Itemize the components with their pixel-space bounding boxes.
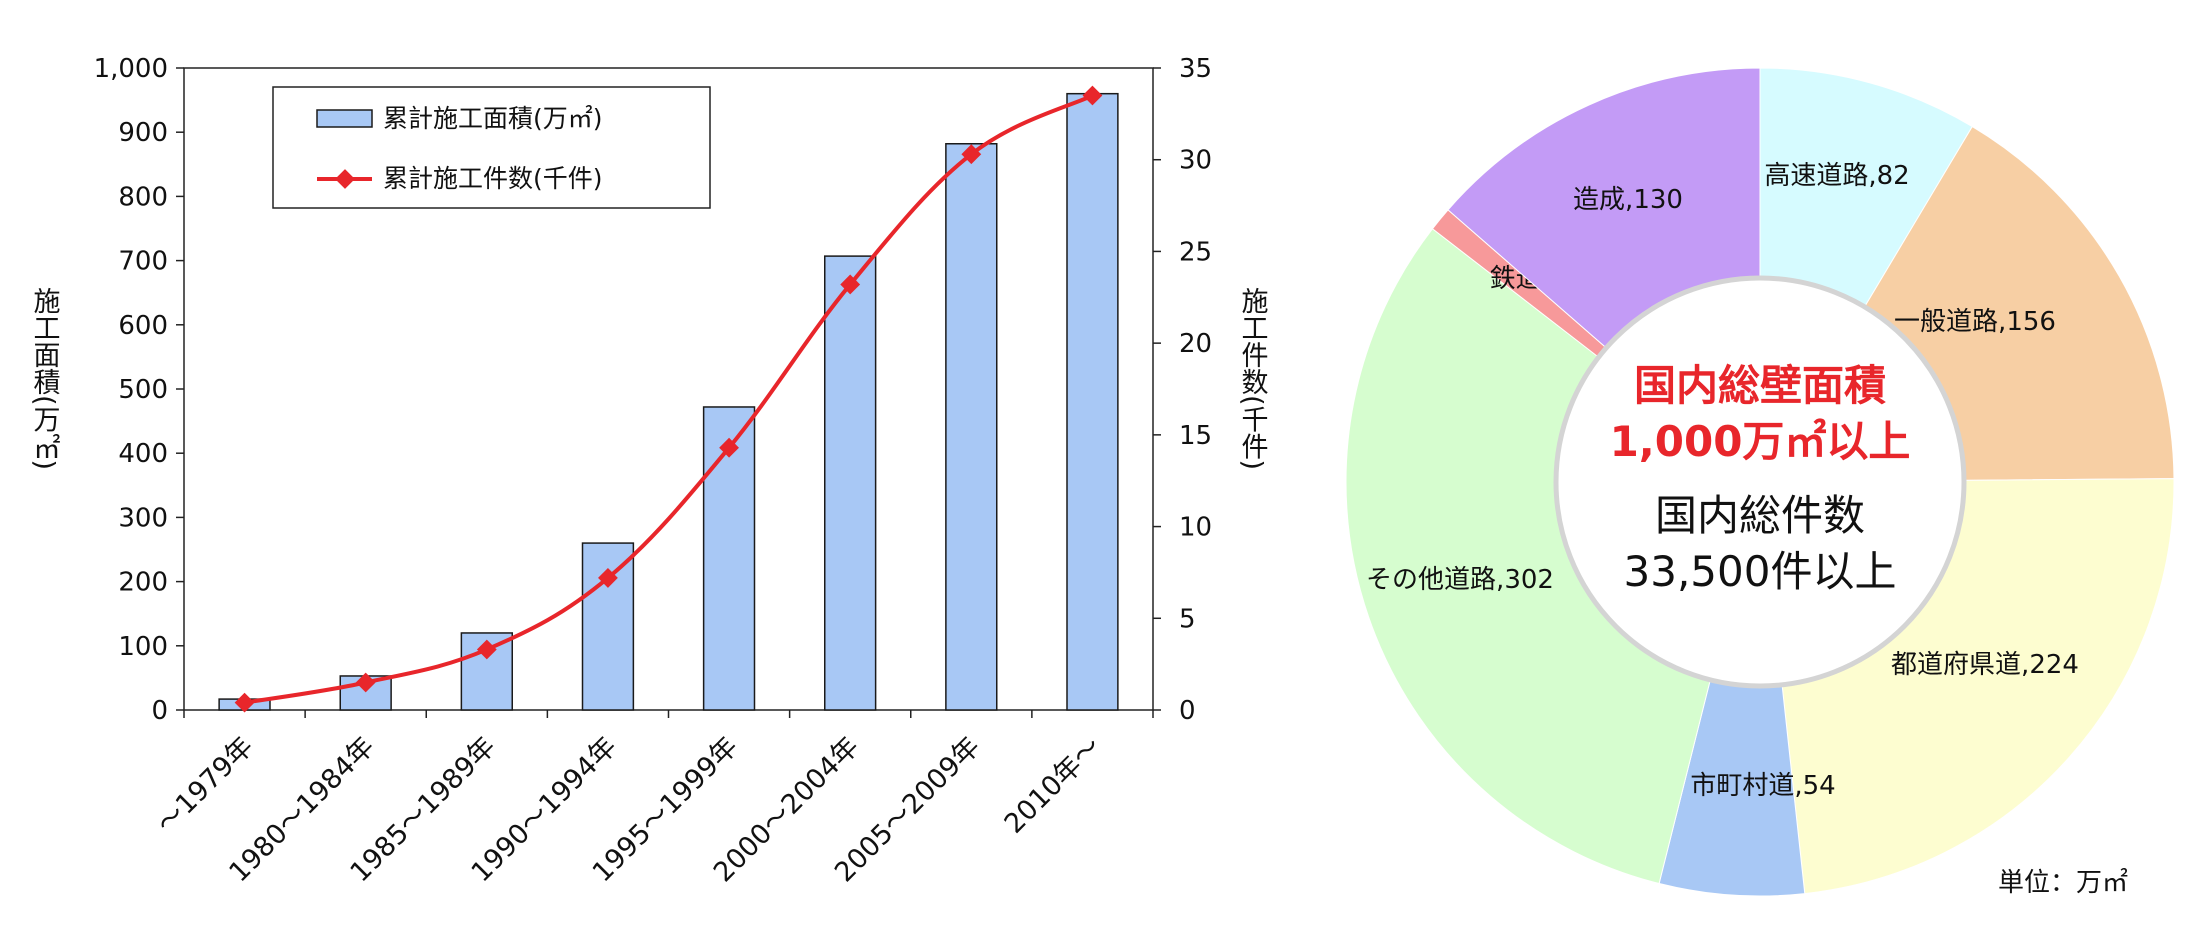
y-right-tick-label: 5 xyxy=(1179,604,1196,634)
slice-label-name: 都道府県道 xyxy=(1891,650,2021,680)
slice-label: 都道府県道,224 xyxy=(1891,650,2079,680)
y-left-tick-label: 100 xyxy=(118,632,168,662)
y-right-tick-label: 15 xyxy=(1179,421,1212,451)
line-marker xyxy=(719,437,739,458)
series-line xyxy=(244,93,1094,705)
bar xyxy=(945,143,998,711)
y-left-axis-title: 施工面積(万㎡) xyxy=(29,287,61,470)
slice-label: 市町村道,54 xyxy=(1690,771,1835,801)
donut-hole xyxy=(1553,275,1967,689)
y-left-tick-label: 900 xyxy=(118,118,168,148)
bar xyxy=(824,255,877,711)
x-tick-label: 2010年～ xyxy=(999,731,1108,840)
line-marker xyxy=(840,274,861,295)
y-right-tick-label: 35 xyxy=(1179,54,1212,84)
legend: 累計施工面積(万㎡) 累計施工件数(千件) xyxy=(272,86,711,209)
y-left-tick-label: 400 xyxy=(118,439,168,469)
slice-label-sep: , xyxy=(1625,185,1633,215)
x-tick-label: ～1979年 xyxy=(151,731,260,840)
slice-label-value: 54 xyxy=(1803,771,1836,801)
donut: 高速道路,82一般道路,156都道府県道,224市町村道,54その他道路,302… xyxy=(1345,67,2175,897)
slice-label-sep: , xyxy=(1496,565,1504,595)
y-right-tick-label: 10 xyxy=(1179,513,1212,543)
y-right-tick-label: 20 xyxy=(1179,329,1212,359)
legend-line-marker xyxy=(335,169,355,189)
legend-line-label: 累計施工件数(千件) xyxy=(383,164,603,193)
slice-label: その他道路,302 xyxy=(1366,565,1554,595)
slice-label-value: 224 xyxy=(2029,650,2079,680)
y-right-tick-label: 30 xyxy=(1179,146,1212,176)
legend-bar-swatch xyxy=(316,109,373,128)
slice-label: 一般道路,156 xyxy=(1894,307,2056,337)
y-left-tick-label: 0 xyxy=(151,696,168,726)
slice-label-sep: , xyxy=(1868,161,1876,191)
slice-label-sep: , xyxy=(1794,771,1802,801)
line-marker xyxy=(476,639,497,660)
slice-label-name: 高速道路 xyxy=(1764,161,1868,191)
y-left-tick-label: 800 xyxy=(118,182,168,212)
center-total-count-value: 33,500件以上 xyxy=(1624,547,1897,596)
center-total-count-label: 国内総件数 xyxy=(1655,491,1865,540)
slice-label-value: 82 xyxy=(1877,161,1910,191)
y-left-tick-label: 600 xyxy=(118,311,168,341)
slice-label-name: 一般道路 xyxy=(1894,307,1998,337)
legend-bar-label: 累計施工面積(万㎡) xyxy=(383,104,603,133)
slice-label-sep: , xyxy=(1998,307,2006,337)
slice-label-value: 302 xyxy=(1504,565,1554,595)
unit-label: 単位：万㎡ xyxy=(1998,868,2128,898)
slice-label-name: 造成 xyxy=(1573,185,1625,215)
slice-label-name: 市町村道 xyxy=(1690,771,1794,801)
y-left-tick-label: 300 xyxy=(118,503,168,533)
y-left-tick-label: 200 xyxy=(118,568,168,598)
line-marker xyxy=(598,568,618,588)
slice-label-value: 130 xyxy=(1633,185,1683,215)
line-marker xyxy=(1082,85,1103,106)
y-right-tick-label: 25 xyxy=(1179,237,1212,267)
slice-label-sep: , xyxy=(2021,650,2029,680)
y-right-axis-title: 施工件数(千件) xyxy=(1237,287,1269,470)
slice-label: 高速道路,82 xyxy=(1764,161,1909,191)
y-right-tick-label: 0 xyxy=(1179,696,1196,726)
y-left-tick-label: 700 xyxy=(118,247,168,277)
center-total-area-label: 国内総壁面積 xyxy=(1634,361,1886,410)
y-left-tick-label: 500 xyxy=(118,375,168,405)
slice-label: 造成,130 xyxy=(1573,185,1683,215)
center-total-area-value: 1,000万㎡以上 xyxy=(1610,417,1911,466)
line-marker xyxy=(355,672,376,693)
slice-label-value: 156 xyxy=(2006,307,2056,337)
slice-label-name: その他道路 xyxy=(1366,565,1496,595)
y-left-tick-label: 1,000 xyxy=(94,54,168,84)
bar xyxy=(1066,92,1119,711)
